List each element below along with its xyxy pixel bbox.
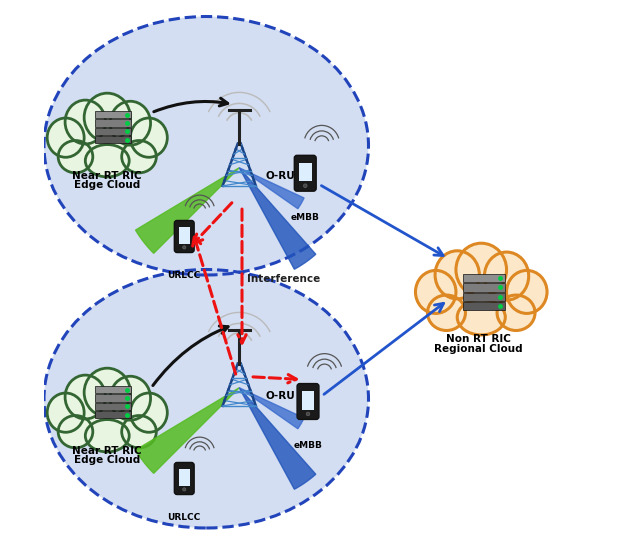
- Bar: [94, 111, 131, 118]
- Bar: [179, 227, 190, 244]
- Ellipse shape: [304, 184, 307, 188]
- Ellipse shape: [58, 141, 93, 173]
- Text: Non RT RIC: Non RT RIC: [446, 334, 511, 344]
- Polygon shape: [239, 388, 316, 490]
- Ellipse shape: [58, 416, 93, 448]
- Text: Interference: Interference: [247, 274, 320, 284]
- Text: Near RT RIC: Near RT RIC: [73, 446, 142, 455]
- Text: O-RU: O-RU: [265, 391, 295, 401]
- Polygon shape: [239, 168, 304, 209]
- Ellipse shape: [306, 412, 310, 416]
- Ellipse shape: [440, 254, 523, 323]
- Ellipse shape: [84, 93, 130, 142]
- FancyBboxPatch shape: [297, 383, 319, 420]
- Ellipse shape: [44, 16, 369, 275]
- Text: eMBB: eMBB: [293, 441, 322, 450]
- Ellipse shape: [130, 118, 167, 157]
- Text: Regional Cloud: Regional Cloud: [434, 344, 523, 354]
- Ellipse shape: [110, 101, 151, 145]
- Bar: [94, 394, 131, 402]
- Ellipse shape: [130, 393, 167, 432]
- Bar: [463, 302, 505, 310]
- FancyBboxPatch shape: [294, 155, 316, 191]
- Bar: [94, 386, 131, 393]
- Polygon shape: [135, 388, 239, 474]
- Text: O-RU: O-RU: [265, 171, 295, 181]
- Bar: [302, 391, 315, 410]
- Ellipse shape: [182, 488, 186, 491]
- Ellipse shape: [44, 270, 369, 528]
- Text: eMBB: eMBB: [291, 213, 320, 222]
- Bar: [94, 136, 131, 143]
- Ellipse shape: [182, 246, 186, 249]
- Ellipse shape: [65, 375, 105, 419]
- Ellipse shape: [110, 376, 151, 420]
- Bar: [94, 403, 131, 410]
- Ellipse shape: [65, 100, 105, 144]
- Ellipse shape: [70, 103, 145, 167]
- Bar: [179, 469, 190, 486]
- Bar: [94, 128, 131, 135]
- Ellipse shape: [84, 368, 130, 417]
- Text: URLCC: URLCC: [168, 271, 201, 279]
- Ellipse shape: [85, 145, 130, 177]
- Ellipse shape: [484, 252, 529, 300]
- Ellipse shape: [70, 378, 145, 442]
- Polygon shape: [239, 168, 316, 270]
- Ellipse shape: [435, 251, 479, 299]
- Ellipse shape: [415, 271, 456, 314]
- Text: Edge Cloud: Edge Cloud: [74, 455, 140, 465]
- Text: URLCC: URLCC: [168, 513, 201, 521]
- Ellipse shape: [457, 300, 505, 335]
- Bar: [299, 163, 311, 182]
- Ellipse shape: [47, 393, 84, 432]
- Ellipse shape: [497, 295, 535, 331]
- Bar: [463, 283, 505, 292]
- Ellipse shape: [507, 271, 547, 314]
- Ellipse shape: [122, 141, 156, 173]
- Ellipse shape: [122, 416, 156, 448]
- Ellipse shape: [47, 118, 84, 157]
- Polygon shape: [135, 168, 239, 254]
- Ellipse shape: [456, 243, 507, 296]
- Bar: [94, 411, 131, 418]
- Polygon shape: [239, 388, 304, 429]
- Bar: [463, 293, 505, 301]
- Bar: [463, 274, 505, 282]
- Text: Near RT RIC: Near RT RIC: [73, 170, 142, 180]
- Ellipse shape: [427, 295, 466, 331]
- FancyBboxPatch shape: [174, 463, 194, 494]
- FancyBboxPatch shape: [174, 221, 194, 252]
- Ellipse shape: [85, 420, 130, 452]
- Text: Edge Cloud: Edge Cloud: [74, 180, 140, 190]
- Bar: [94, 119, 131, 126]
